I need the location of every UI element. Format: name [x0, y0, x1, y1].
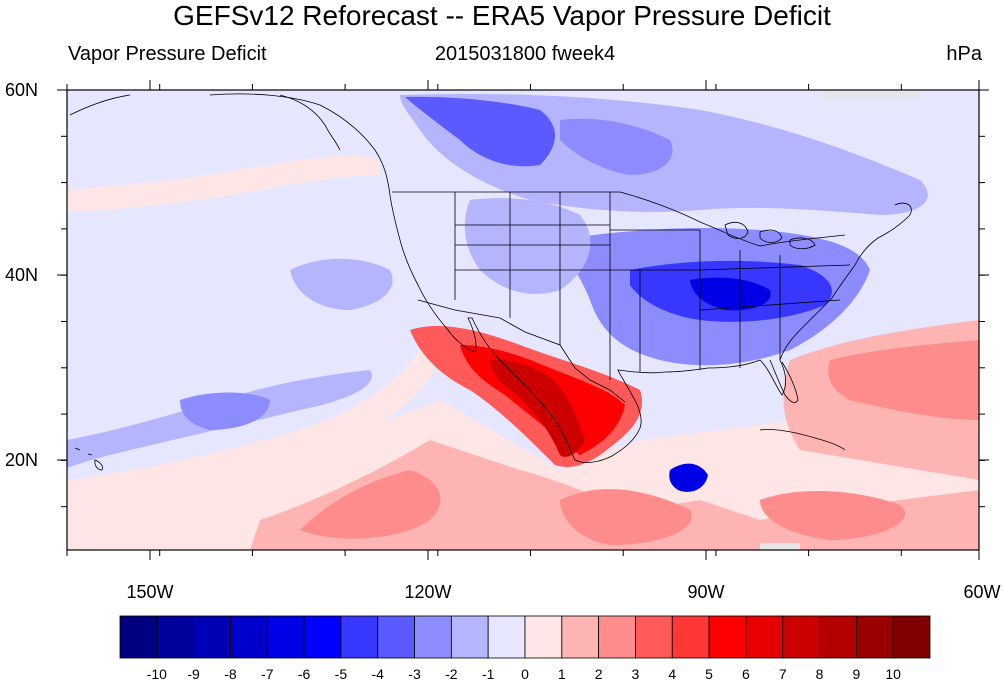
caribbean-negative-patch [669, 463, 708, 492]
lon-label-90w: 90W [687, 582, 725, 602]
pacific-negative-patch [290, 258, 393, 310]
colorbar-swatch [745, 615, 784, 659]
colorbar-swatch [119, 615, 158, 659]
pacific-negative-patch [180, 392, 270, 430]
lon-label-60w: 60W [963, 582, 1001, 602]
colorbar-swatch [340, 615, 379, 659]
colorbar-label: -9 [187, 666, 200, 682]
colorbar-swatch [561, 615, 600, 659]
colorbar-swatch [671, 615, 710, 659]
colorbar-label: -8 [224, 666, 237, 682]
colorbar-label: -6 [297, 666, 311, 682]
colorbar-label: 8 [815, 666, 824, 682]
alaska-panhandle [69, 94, 341, 151]
axis-ticks [57, 80, 989, 560]
colorbar-swatch [230, 615, 268, 659]
positive-patch [300, 470, 441, 539]
colorbar-swatch [193, 615, 231, 659]
coastlines [69, 93, 912, 471]
colorbar-swatch [377, 615, 415, 659]
colorbar-swatch [782, 615, 820, 659]
missing-data-strip [820, 92, 920, 98]
pacific-light-positive [67, 155, 380, 212]
colorbar-swatch [156, 615, 195, 659]
colorbar-label: 2 [594, 666, 603, 682]
colorbar-swatch [635, 615, 673, 659]
colorbar-label: 9 [852, 666, 861, 682]
colorbar-label: 1 [557, 666, 566, 682]
forecast-date-label: 2015031800 fweek4 [434, 43, 616, 65]
colorbar-label: 0 [521, 666, 529, 682]
colorbar-swatch [855, 615, 894, 659]
colorbar-label: -3 [408, 666, 421, 682]
lat-label-20n: 20N [4, 450, 38, 470]
vpd-field [67, 90, 979, 550]
colorbar-label: -7 [261, 666, 274, 682]
state-lines [454, 192, 851, 380]
colorbar-swatch [524, 615, 563, 659]
missing-data-strip [760, 543, 800, 550]
colorbar-swatch [892, 615, 931, 659]
positive-patch [560, 489, 692, 545]
colorbar-label: 7 [778, 666, 787, 682]
colorbar-swatch [450, 615, 489, 659]
colorbar-label: -2 [445, 666, 458, 682]
colorbar-swatch [819, 615, 857, 659]
us-canada-border [392, 191, 846, 247]
colorbar-swatch [303, 615, 342, 659]
map-title: GEFSv12 Reforecast -- ERA5 Vapor Pressur… [173, 0, 831, 31]
north-america-coastline [389, 194, 912, 463]
hawaii [74, 447, 103, 471]
lon-label-150w: 150W [126, 582, 174, 602]
west-coast-north [209, 93, 391, 196]
colorbar-label: 3 [631, 666, 640, 682]
eastern-us-very-strong-negative [690, 277, 771, 311]
pacific-light-positive [67, 350, 440, 505]
colorbar-swatch [487, 615, 526, 659]
canada-strong-negative [405, 96, 555, 167]
colorbar [119, 615, 931, 659]
lat-label-60n: 60N [4, 80, 38, 100]
colorbar-label: -1 [481, 666, 495, 682]
lat-label-40n: 40N [4, 265, 38, 285]
canada-negative-patch [560, 118, 673, 175]
colorbar-swatch [266, 615, 305, 659]
mexico-very-strong-positive [490, 359, 585, 457]
florida [769, 359, 799, 403]
colorbar-label: 6 [742, 666, 750, 682]
great-lakes [724, 221, 816, 250]
atlantic-positive-area-inner [828, 340, 979, 420]
cuba [759, 429, 846, 451]
positive-patch [760, 490, 906, 540]
colorbar-swatch [598, 615, 636, 659]
map-frame [66, 89, 980, 551]
colorbar-label: -10 [146, 666, 167, 682]
units-label: hPa [946, 43, 982, 65]
colorbar-label: -4 [371, 666, 384, 682]
colorbar-label: 4 [668, 666, 677, 682]
variable-label: Vapor Pressure Deficit [68, 43, 267, 65]
colorbar-swatch [414, 615, 452, 659]
lon-label-120w: 120W [404, 582, 452, 602]
colorbar-label: 5 [705, 666, 713, 682]
colorbar-label: -5 [334, 666, 348, 682]
colorbar-swatch [708, 615, 747, 659]
colorbar-label: 10 [885, 666, 901, 682]
